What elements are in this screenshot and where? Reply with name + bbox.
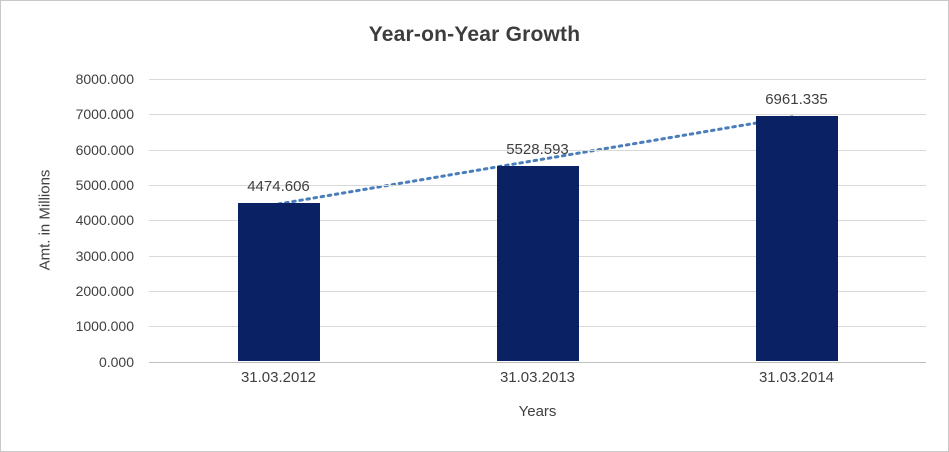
y-tick-label: 2000.000 xyxy=(75,282,134,299)
y-tick-label: 4000.000 xyxy=(75,212,134,229)
y-tick-label: 6000.000 xyxy=(75,141,134,158)
y-tick-label: 3000.000 xyxy=(75,247,134,264)
y-tick-label: 0.000 xyxy=(98,353,134,370)
bar-31.03.2014 xyxy=(755,115,838,362)
x-axis-title: Years xyxy=(518,403,557,420)
bar-31.03.2013 xyxy=(496,166,579,362)
x-tick-label: 31.03.2014 xyxy=(758,369,835,386)
gridline xyxy=(149,114,926,116)
chart-title: Year-on-Year Growth xyxy=(368,23,581,46)
y-tick-label: 7000.000 xyxy=(75,106,134,123)
x-tick-label: 31.03.2012 xyxy=(240,369,317,386)
y-tick-label: 1000.000 xyxy=(75,318,134,335)
gridline xyxy=(149,79,926,80)
trendline xyxy=(277,114,798,206)
x-axis-line xyxy=(149,361,926,363)
bar-value-label: 5528.593 xyxy=(506,141,569,159)
bar-value-label: 6961.335 xyxy=(765,90,828,108)
trendline-path xyxy=(277,114,798,206)
bar-31.03.2012 xyxy=(237,203,320,362)
y-tick-label: 8000.000 xyxy=(75,71,134,87)
plot-area xyxy=(149,79,926,363)
y-tick-label: 5000.000 xyxy=(75,176,134,193)
x-tick-label: 31.03.2013 xyxy=(499,369,576,386)
bar-value-label: 4474.606 xyxy=(247,178,310,196)
gridline xyxy=(149,149,926,151)
